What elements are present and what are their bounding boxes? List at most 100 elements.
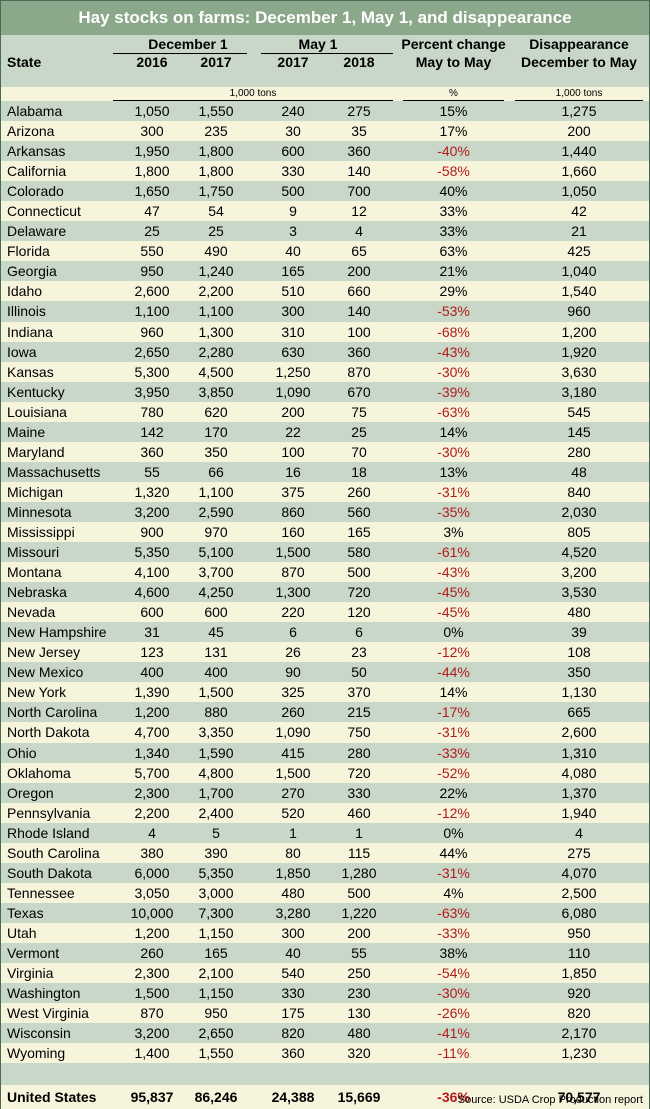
cell-percent-change: -31% [437, 724, 470, 741]
cell-dec-2016: 1,400 [134, 1045, 170, 1062]
cell-may-2018: 6 [355, 624, 363, 641]
cell-percent-change: -58% [437, 163, 470, 180]
cell-may-2018: 560 [347, 503, 371, 520]
cell-dec-2017: 2,590 [198, 503, 234, 520]
group-header-percent-top: Percent change [401, 36, 506, 52]
cell-disappearance: 3,180 [561, 383, 597, 400]
table-row: Maine 142 170 22 25 14% 145 [1, 421, 649, 442]
cell-state: Kansas [7, 363, 54, 380]
cell-state: New Hampshire [7, 624, 107, 641]
cell-disappearance: 960 [567, 303, 591, 320]
cell-dec-2016: 600 [140, 604, 164, 621]
cell-dec-2017: 5,100 [198, 544, 234, 561]
cell-dec-2017: 950 [204, 1005, 228, 1022]
cell-state: Wisconsin [7, 1025, 71, 1042]
cell-disappearance: 42 [571, 203, 587, 220]
cell-dec-2017: 2,280 [198, 343, 234, 360]
cell-disappearance: 2,600 [561, 724, 597, 741]
cell-disappearance: 1,370 [561, 784, 597, 801]
cell-state: South Dakota [7, 864, 92, 881]
cell-disappearance: 2,500 [561, 884, 597, 901]
unit-disappearance: 1,000 tons [555, 88, 603, 99]
col-header-may-2017: 2017 [277, 54, 309, 70]
total-dec-2016: 95,837 [130, 1089, 174, 1106]
cell-disappearance: 3,630 [561, 363, 597, 380]
cell-may-2017: 240 [281, 103, 305, 119]
cell-state: Virginia [7, 965, 54, 982]
cell-disappearance: 110 [567, 944, 591, 961]
cell-percent-change: -30% [437, 985, 470, 1002]
cell-may-2017: 375 [281, 483, 305, 500]
cell-dec-2016: 4,600 [134, 584, 170, 601]
cell-dec-2017: 1,100 [198, 483, 234, 500]
table-row: Iowa 2,650 2,280 630 360 -43% 1,920 [1, 341, 649, 362]
group-header-may: May 1 [298, 36, 338, 52]
cell-dec-2016: 3,200 [134, 503, 170, 520]
cell-dec-2017: 1,700 [198, 784, 234, 801]
unit-row: 1,000 tons % 1,000 tons [1, 87, 649, 101]
table-row: Wyoming 1,400 1,550 360 320 -11% 1,230 [1, 1043, 649, 1064]
table-row: New Mexico 400 400 90 50 -44% 350 [1, 662, 649, 683]
cell-dec-2017: 350 [204, 443, 228, 460]
cell-may-2017: 1,250 [275, 363, 311, 380]
cell-state: Montana [7, 564, 62, 581]
cell-dec-2016: 1,650 [134, 183, 170, 200]
cell-dec-2017: 3,350 [198, 724, 234, 741]
cell-disappearance: 145 [567, 423, 591, 440]
cell-disappearance: 425 [567, 243, 591, 260]
cell-may-2018: 660 [347, 283, 371, 300]
unit-underline-disappearance [515, 100, 643, 101]
cell-disappearance: 1,050 [561, 183, 597, 200]
cell-may-2018: 50 [351, 664, 367, 681]
cell-percent-change: 13% [439, 463, 468, 480]
cell-percent-change: 40% [439, 183, 468, 200]
cell-percent-change: -35% [437, 503, 470, 520]
cell-may-2018: 120 [347, 604, 371, 621]
cell-may-2018: 360 [347, 343, 371, 360]
cell-percent-change: -44% [437, 664, 470, 681]
table-row: Washington 1,500 1,150 330 230 -30% 920 [1, 983, 649, 1004]
cell-may-2017: 600 [281, 143, 305, 160]
cell-state: Nebraska [7, 584, 67, 601]
table-row: Delaware 25 25 3 4 33% 21 [1, 221, 649, 242]
cell-may-2017: 310 [281, 323, 305, 340]
cell-may-2018: 720 [347, 764, 371, 781]
cell-state: California [7, 163, 67, 180]
cell-state: Pennsylvania [7, 804, 91, 821]
cell-may-2017: 160 [281, 523, 305, 540]
cell-may-2017: 80 [285, 844, 301, 861]
cell-may-2018: 1,280 [341, 864, 377, 881]
table-row: Louisiana 780 620 200 75 -63% 545 [1, 401, 649, 422]
cell-dec-2016: 31 [144, 624, 160, 641]
cell-dec-2016: 6,000 [134, 864, 170, 881]
cell-dec-2017: 1,150 [198, 924, 234, 941]
cell-percent-change: -40% [437, 143, 470, 160]
table-row: Ohio 1,340 1,590 415 280 -33% 1,310 [1, 742, 649, 763]
table-row: Virginia 2,300 2,100 540 250 -54% 1,850 [1, 963, 649, 984]
cell-may-2017: 510 [281, 283, 305, 300]
cell-may-2017: 100 [281, 443, 305, 460]
cell-may-2017: 26 [285, 644, 301, 661]
cell-may-2017: 300 [281, 924, 305, 941]
cell-may-2017: 500 [281, 183, 305, 200]
cell-may-2018: 360 [347, 143, 371, 160]
cell-state: Washington [7, 985, 81, 1002]
total-percent-change: -36% [437, 1089, 470, 1106]
cell-dec-2016: 1,320 [134, 483, 170, 500]
cell-dec-2016: 300 [140, 123, 164, 140]
cell-state: Rhode Island [7, 824, 90, 841]
cell-may-2018: 75 [351, 403, 367, 420]
cell-may-2017: 16 [285, 463, 301, 480]
cell-may-2018: 370 [347, 684, 371, 701]
cell-dec-2016: 25 [144, 223, 160, 240]
table-row: Minnesota 3,200 2,590 860 560 -35% 2,030 [1, 501, 649, 522]
cell-dec-2016: 123 [140, 644, 164, 661]
cell-may-2017: 1,300 [275, 584, 311, 601]
table-row: Tennessee 3,050 3,000 480 500 4% 2,500 [1, 882, 649, 903]
cell-state: Massachusetts [7, 463, 101, 480]
cell-dec-2016: 47 [144, 203, 160, 220]
cell-dec-2017: 4,500 [198, 363, 234, 380]
cell-percent-change: -17% [437, 704, 470, 721]
cell-dec-2016: 3,050 [134, 884, 170, 901]
cell-may-2017: 1,090 [275, 724, 311, 741]
